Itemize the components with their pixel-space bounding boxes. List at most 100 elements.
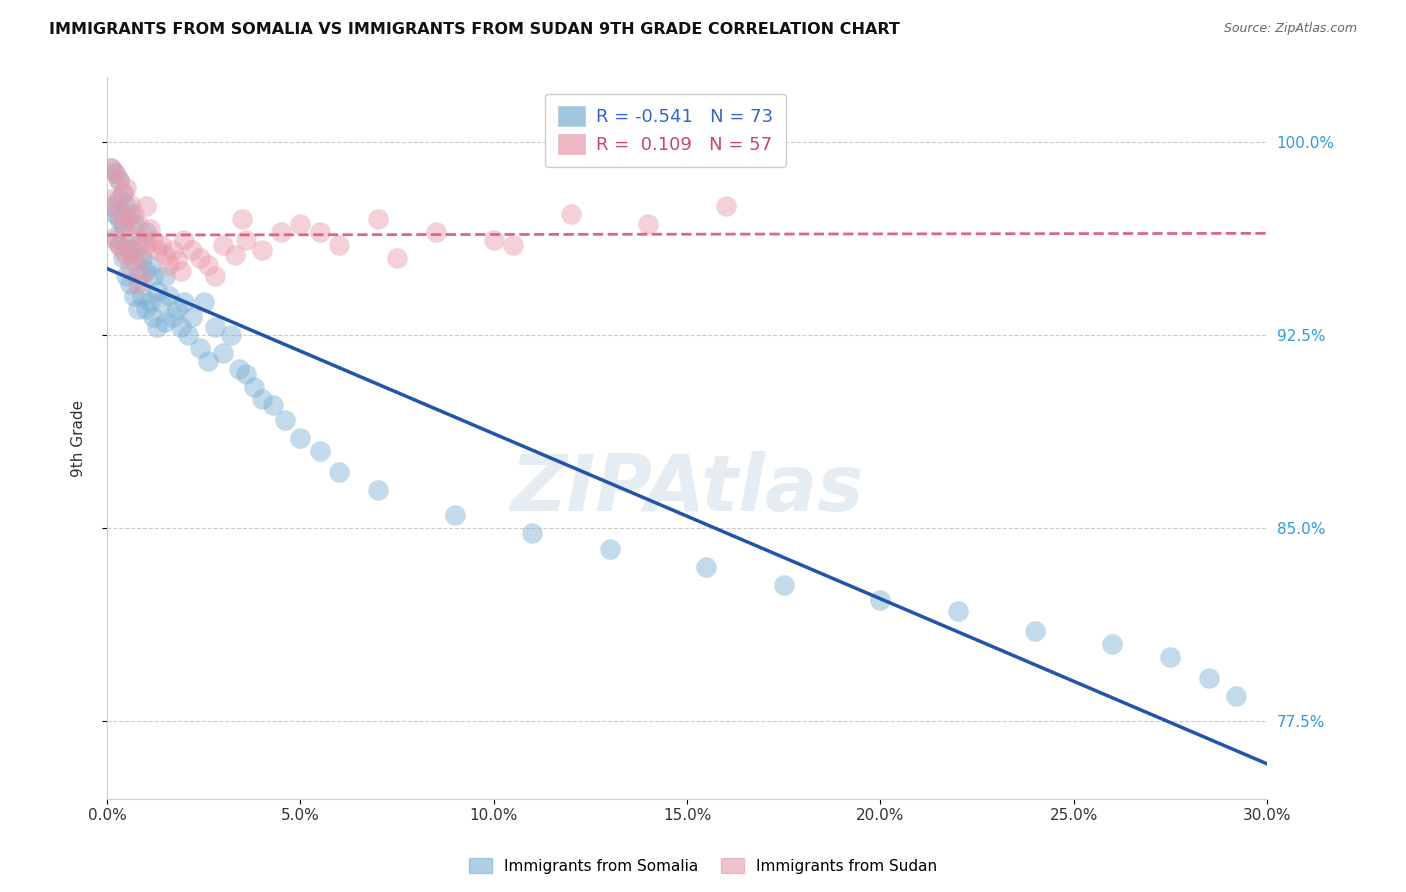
Point bbox=[138, 294, 160, 309]
Point bbox=[142, 233, 165, 247]
Point bbox=[120, 227, 142, 242]
Text: ZIPAtlas: ZIPAtlas bbox=[510, 450, 863, 526]
Point bbox=[153, 315, 176, 329]
Point bbox=[1225, 689, 1247, 703]
Point bbox=[204, 268, 226, 283]
Point bbox=[250, 392, 273, 407]
Point bbox=[308, 444, 330, 458]
Point bbox=[107, 192, 129, 206]
Point bbox=[290, 217, 312, 231]
Point bbox=[107, 173, 129, 187]
Point bbox=[104, 207, 127, 221]
Point bbox=[219, 328, 242, 343]
Point bbox=[181, 310, 204, 324]
Point bbox=[127, 217, 149, 231]
Point bbox=[250, 243, 273, 257]
Point bbox=[328, 465, 350, 479]
Point bbox=[193, 294, 215, 309]
Point bbox=[122, 289, 145, 303]
Point bbox=[262, 398, 284, 412]
Point bbox=[100, 161, 122, 175]
Point bbox=[328, 238, 350, 252]
Point bbox=[104, 166, 127, 180]
Point bbox=[367, 212, 389, 227]
Point bbox=[235, 367, 257, 381]
Point bbox=[235, 233, 257, 247]
Y-axis label: 9th Grade: 9th Grade bbox=[72, 400, 86, 476]
Point bbox=[100, 199, 122, 213]
Point bbox=[153, 248, 176, 262]
Point bbox=[444, 508, 467, 523]
Point bbox=[111, 217, 134, 231]
Point bbox=[1198, 671, 1220, 685]
Point bbox=[560, 207, 582, 221]
Point bbox=[120, 259, 142, 273]
Point bbox=[146, 320, 169, 334]
Point bbox=[772, 578, 794, 592]
Point bbox=[122, 253, 145, 268]
Point bbox=[115, 199, 138, 213]
Point bbox=[107, 207, 129, 221]
Point bbox=[385, 251, 408, 265]
Point bbox=[173, 233, 195, 247]
Point bbox=[107, 238, 129, 252]
Point bbox=[599, 541, 621, 556]
Point bbox=[224, 248, 246, 262]
Point bbox=[111, 186, 134, 201]
Point bbox=[157, 259, 180, 273]
Point bbox=[127, 238, 149, 252]
Point bbox=[115, 268, 138, 283]
Point bbox=[135, 199, 157, 213]
Point bbox=[146, 285, 169, 299]
Point bbox=[169, 263, 191, 277]
Point bbox=[188, 251, 211, 265]
Point bbox=[115, 248, 138, 262]
Point bbox=[107, 212, 129, 227]
Point bbox=[270, 225, 292, 239]
Point bbox=[135, 263, 157, 277]
Point bbox=[115, 181, 138, 195]
Point bbox=[522, 526, 544, 541]
Point bbox=[482, 233, 505, 247]
Legend: R = -0.541   N = 73, R =  0.109   N = 57: R = -0.541 N = 73, R = 0.109 N = 57 bbox=[546, 94, 786, 167]
Point bbox=[177, 328, 200, 343]
Point bbox=[166, 253, 188, 268]
Point bbox=[695, 560, 717, 574]
Point bbox=[162, 243, 184, 257]
Point bbox=[122, 207, 145, 221]
Point bbox=[104, 230, 127, 244]
Point bbox=[135, 302, 157, 317]
Point bbox=[243, 379, 266, 393]
Point bbox=[100, 161, 122, 175]
Point bbox=[127, 268, 149, 283]
Point bbox=[120, 207, 142, 221]
Point bbox=[162, 310, 184, 324]
Point bbox=[150, 238, 173, 252]
Point bbox=[120, 277, 142, 291]
Point bbox=[104, 233, 127, 247]
Point bbox=[188, 341, 211, 355]
Point bbox=[146, 243, 169, 257]
Point bbox=[228, 361, 250, 376]
Point bbox=[173, 294, 195, 309]
Point bbox=[1101, 637, 1123, 651]
Point bbox=[204, 320, 226, 334]
Point bbox=[367, 483, 389, 497]
Point bbox=[166, 302, 188, 317]
Point bbox=[274, 413, 297, 427]
Point bbox=[115, 238, 138, 252]
Text: Source: ZipAtlas.com: Source: ZipAtlas.com bbox=[1223, 22, 1357, 36]
Point bbox=[131, 233, 153, 247]
Point bbox=[212, 238, 235, 252]
Point bbox=[946, 604, 969, 618]
Point bbox=[131, 251, 153, 265]
Point bbox=[1024, 624, 1046, 639]
Point bbox=[111, 217, 134, 231]
Point bbox=[425, 225, 447, 239]
Point bbox=[1159, 650, 1181, 665]
Point bbox=[502, 238, 524, 252]
Text: IMMIGRANTS FROM SOMALIA VS IMMIGRANTS FROM SUDAN 9TH GRADE CORRELATION CHART: IMMIGRANTS FROM SOMALIA VS IMMIGRANTS FR… bbox=[49, 22, 900, 37]
Point bbox=[157, 289, 180, 303]
Point bbox=[131, 289, 153, 303]
Point bbox=[197, 354, 219, 368]
